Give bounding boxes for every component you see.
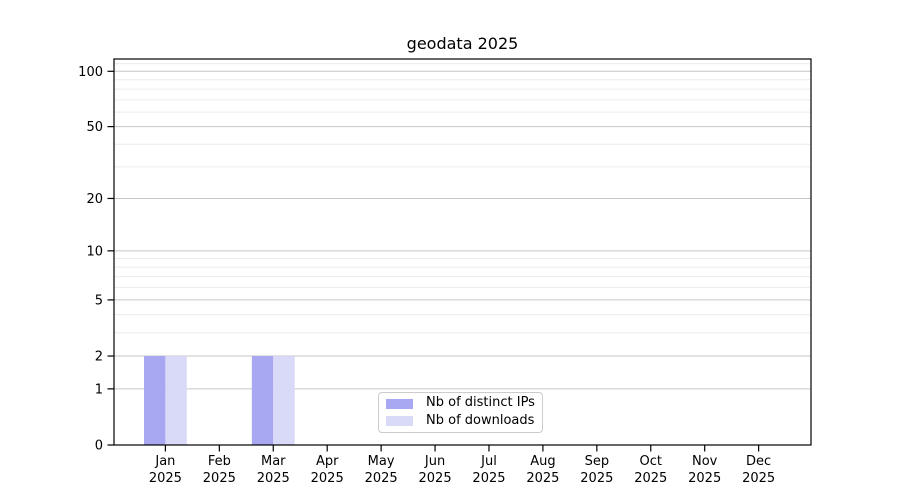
y-tick-label: 2 <box>95 350 103 365</box>
y-tick-label: 10 <box>86 244 103 259</box>
x-tick-label-year: 2025 <box>419 471 452 486</box>
x-tick-label-month: Oct <box>640 454 662 469</box>
chart-title: geodata 2025 <box>406 34 519 53</box>
x-tick-label-month: Feb <box>208 454 231 469</box>
y-tick-label: 50 <box>86 120 103 135</box>
x-tick-label-month: Jan <box>154 454 175 469</box>
x-tick-label-month: Jul <box>480 454 497 469</box>
bar-downloads-mar <box>273 356 295 445</box>
x-tick-label-year: 2025 <box>365 471 398 486</box>
x-tick-label-month: Mar <box>261 454 286 469</box>
x-tick-label-month: Aug <box>530 454 555 469</box>
legend-swatch-distinct-ips-icon <box>386 398 413 409</box>
x-tick-label-year: 2025 <box>257 471 290 486</box>
x-tick-label-month: Dec <box>746 454 771 469</box>
legend-item-downloads: Nb of downloads <box>386 413 535 429</box>
x-tick-label-year: 2025 <box>203 471 236 486</box>
y-tick-label: 0 <box>95 439 103 454</box>
x-tick-label-year: 2025 <box>149 471 182 486</box>
x-tick-label-month: Sep <box>585 454 610 469</box>
legend-swatch-downloads-icon <box>386 416 413 427</box>
y-tick-label: 1 <box>95 382 103 397</box>
bar-distinct-ips-mar <box>251 356 274 445</box>
x-tick-label-month: Apr <box>316 454 339 469</box>
x-tick-label-year: 2025 <box>311 471 344 486</box>
legend: Nb of distinct IPs Nb of downloads <box>378 392 543 433</box>
x-tick-label-year: 2025 <box>472 471 505 486</box>
y-tick-label: 20 <box>86 192 103 207</box>
y-tick-label: 5 <box>95 293 103 308</box>
y-tick-label: 100 <box>78 65 103 80</box>
x-tick-label-year: 2025 <box>688 471 721 486</box>
x-tick-label-month: Jun <box>424 454 445 469</box>
axes-frame <box>113 58 812 446</box>
x-tick-label-month: Nov <box>692 454 718 469</box>
legend-label-distinct-ips: Nb of distinct IPs <box>426 395 535 411</box>
x-tick-label-year: 2025 <box>742 471 775 486</box>
legend-item-distinct-ips: Nb of distinct IPs <box>386 395 535 411</box>
x-tick-label-year: 2025 <box>526 471 559 486</box>
x-tick-label-year: 2025 <box>634 471 667 486</box>
bar-distinct-ips-jan <box>144 356 166 445</box>
x-tick-label-year: 2025 <box>580 471 613 486</box>
bar-downloads-jan <box>165 356 187 445</box>
x-tick-label-month: May <box>368 454 395 469</box>
legend-label-downloads: Nb of downloads <box>426 413 535 428</box>
